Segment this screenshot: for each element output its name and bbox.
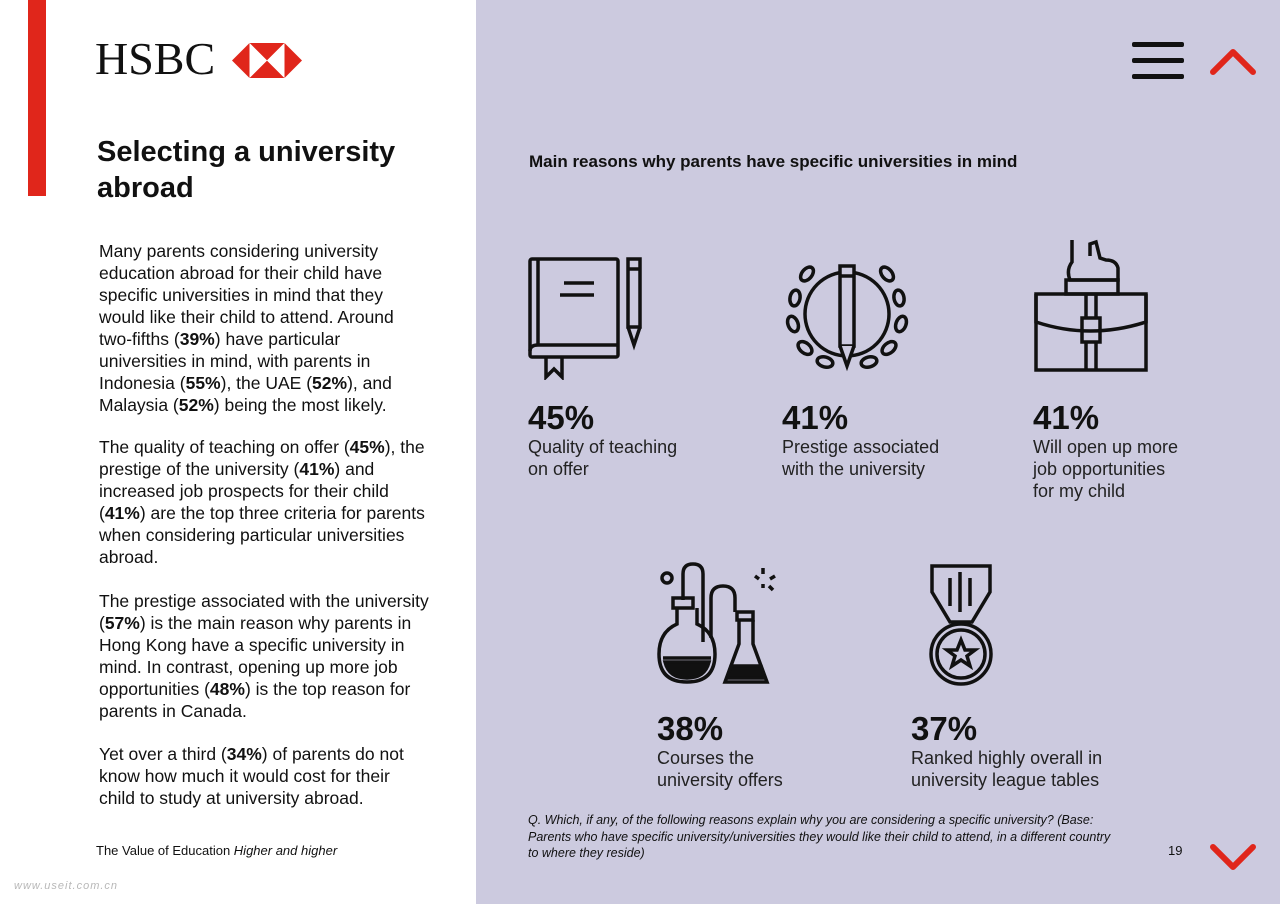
page-number: 19	[1168, 843, 1183, 858]
stat-courses: 38% Courses the university offers	[657, 711, 847, 791]
survey-question-note: Q. Which, if any, of the following reaso…	[528, 813, 1111, 860]
watermark: www.useit.com.cn	[14, 880, 119, 892]
stat-label: Ranked highly overall in university leag…	[911, 748, 1103, 790]
chevron-up-icon[interactable]	[1209, 46, 1257, 76]
stat-value: 41%	[782, 399, 849, 436]
stat-label: Will open up more job opportunities for …	[1033, 437, 1179, 501]
stat-label: Quality of teaching on offer	[528, 437, 678, 479]
stat-label: Courses the university offers	[657, 748, 783, 790]
body-paragraph: Yet over a third (34%) of parents do not…	[99, 744, 404, 808]
stat-value: 38%	[657, 710, 724, 747]
chevron-down-icon[interactable]	[1209, 843, 1257, 873]
stat-value: 45%	[528, 399, 595, 436]
stat-value: 41%	[1033, 399, 1100, 436]
body-paragraph: The quality of teaching on offer (45%), …	[99, 437, 425, 567]
stat-prestige: 41% Prestige associated with the univers…	[782, 400, 972, 480]
stat-league-tables: 37% Ranked highly overall in university …	[911, 711, 1141, 791]
hsbc-logo-text: HSBC	[95, 33, 216, 84]
stat-quality-of-teaching: 45% Quality of teaching on offer	[528, 400, 718, 480]
left-panel: HSBC Selecting a university abroad Many …	[0, 0, 476, 904]
stat-job-opportunities: 41% Will open up more job opportunities …	[1033, 400, 1223, 502]
medal-star-icon	[929, 564, 993, 686]
hsbc-hexagon-logo-icon	[232, 43, 302, 78]
lab-flasks-icon	[657, 562, 776, 684]
stat-label: Prestige associated with the university	[782, 437, 940, 479]
body-paragraph: The prestige associated with the univers…	[99, 591, 429, 721]
section-title: Main reasons why parents have specific u…	[529, 152, 1018, 171]
right-panel	[476, 0, 1280, 904]
document-footer: The Value of Education Higher and higher	[96, 843, 338, 858]
book-pencil-icon	[528, 257, 642, 380]
accent-bar	[28, 0, 46, 196]
page-title: Selecting a university abroad	[97, 136, 396, 204]
body-paragraph: Many parents considering university educ…	[99, 241, 394, 415]
briefcase-hand-icon	[1034, 239, 1148, 372]
stat-value: 37%	[911, 710, 978, 747]
laurel-pencil-icon	[785, 264, 909, 372]
hamburger-menu-icon[interactable]	[1132, 42, 1184, 82]
